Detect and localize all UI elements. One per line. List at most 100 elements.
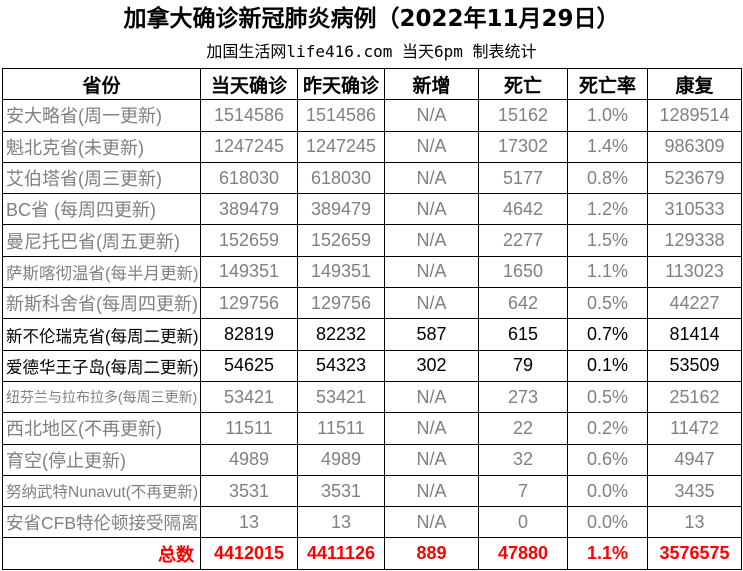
value-cell: 15162 bbox=[478, 99, 568, 132]
value-cell: N/A bbox=[384, 474, 479, 508]
value-cell: 22 bbox=[478, 412, 568, 445]
data-row: 爱德华王子岛(每周二更新) 54625 54323 302 79 0.1% 53509 bbox=[2, 349, 742, 382]
value-cell: N/A bbox=[384, 224, 479, 257]
value-cell: 129756 bbox=[200, 287, 298, 320]
value-cell: N/A bbox=[384, 506, 479, 539]
value-cell: 889 bbox=[384, 537, 479, 570]
value-cell: 54323 bbox=[297, 349, 385, 382]
value-cell: 1.2% bbox=[567, 193, 648, 226]
province-cell: 西北地区(不再更新) bbox=[2, 412, 201, 445]
province-cell: 安省CFB特伦顿接受隔离 bbox=[2, 506, 201, 539]
value-cell: 5177 bbox=[478, 161, 568, 195]
value-cell: 3576575 bbox=[647, 537, 742, 570]
column-header: 省份 bbox=[2, 67, 201, 101]
value-cell: 1247245 bbox=[200, 130, 298, 163]
value-cell: 11511 bbox=[200, 412, 298, 445]
value-cell: 79 bbox=[478, 349, 568, 382]
province-cell: 魁北克省(未更新) bbox=[2, 130, 201, 163]
value-cell: 7 bbox=[478, 474, 568, 508]
value-cell: 47880 bbox=[478, 537, 568, 570]
value-cell: 82819 bbox=[200, 318, 298, 351]
value-cell: 0.2% bbox=[567, 412, 648, 445]
data-row: 努纳武特Nunavut(不再更新) 3531 3531 N/A 7 0.0% 3435 bbox=[2, 474, 742, 508]
value-cell: N/A bbox=[384, 255, 479, 289]
value-cell: N/A bbox=[384, 412, 479, 445]
column-header: 死亡率 bbox=[567, 67, 648, 101]
data-row: 艾伯塔省(周三更新) 618030 618030 N/A 5177 0.8% 523679 bbox=[2, 161, 742, 195]
value-cell: 3531 bbox=[200, 474, 298, 508]
data-row: 育空(停止更新) 4989 4989 N/A 32 0.6% 4947 bbox=[2, 443, 742, 476]
value-cell: 1.1% bbox=[567, 537, 648, 570]
data-row: 纽芬兰与拉布拉多(每周三更新) 53421 53421 N/A 273 0.5% 25162 bbox=[2, 380, 742, 414]
value-cell: 113023 bbox=[647, 255, 742, 289]
value-cell: 81414 bbox=[647, 318, 742, 351]
value-cell: 0.8% bbox=[567, 161, 648, 195]
value-cell: 0.5% bbox=[567, 287, 648, 320]
value-cell: 0.7% bbox=[567, 318, 648, 351]
value-cell: 4412015 bbox=[200, 537, 298, 570]
value-cell: 54625 bbox=[200, 349, 298, 382]
value-cell: 273 bbox=[478, 380, 568, 414]
province-cell: 努纳武特Nunavut(不再更新) bbox=[2, 474, 201, 508]
value-cell: 53421 bbox=[200, 380, 298, 414]
province-cell: 纽芬兰与拉布拉多(每周三更新) bbox=[2, 380, 201, 414]
column-header: 康复 bbox=[647, 67, 742, 101]
value-cell: N/A bbox=[384, 161, 479, 195]
data-row: 新不伦瑞克省(每周二更新) 82819 82232 587 615 0.7% 81414 bbox=[2, 318, 742, 351]
value-cell: 0.1% bbox=[567, 349, 648, 382]
column-header: 死亡 bbox=[478, 67, 568, 101]
value-cell: 4989 bbox=[200, 443, 298, 476]
province-cell: 新不伦瑞克省(每周二更新) bbox=[2, 318, 201, 351]
value-cell: 3435 bbox=[647, 474, 742, 508]
value-cell: 0.0% bbox=[567, 506, 648, 539]
value-cell: 389479 bbox=[200, 193, 298, 226]
value-cell: 149351 bbox=[297, 255, 385, 289]
value-cell: 0.6% bbox=[567, 443, 648, 476]
value-cell: N/A bbox=[384, 193, 479, 226]
value-cell: 129756 bbox=[297, 287, 385, 320]
column-header: 昨天确诊 bbox=[297, 67, 385, 101]
value-cell: 3531 bbox=[297, 474, 385, 508]
province-cell: 安大略省(周一更新) bbox=[2, 99, 201, 132]
province-cell: 新斯科舍省(每周四更新) bbox=[2, 287, 201, 320]
title: 加拿大确诊新冠肺炎病例（2022年11月29日） bbox=[123, 6, 620, 32]
value-cell: 4642 bbox=[478, 193, 568, 226]
value-cell: N/A bbox=[384, 380, 479, 414]
value-cell: 13 bbox=[647, 506, 742, 539]
value-cell: 152659 bbox=[297, 224, 385, 257]
value-cell: 25162 bbox=[647, 380, 742, 414]
value-cell: 1289514 bbox=[647, 99, 742, 132]
value-cell: 618030 bbox=[297, 161, 385, 195]
value-cell: 302 bbox=[384, 349, 479, 382]
value-cell: 4411126 bbox=[297, 537, 385, 570]
value-cell: 0 bbox=[478, 506, 568, 539]
value-cell: 523679 bbox=[647, 161, 742, 195]
value-cell: 587 bbox=[384, 318, 479, 351]
value-cell: 310533 bbox=[647, 193, 742, 226]
column-header: 新增 bbox=[384, 67, 479, 101]
value-cell: 1650 bbox=[478, 255, 568, 289]
value-cell: 1.5% bbox=[567, 224, 648, 257]
data-row: 曼尼托巴省(周五更新) 152659 152659 N/A 2277 1.5% 129338 bbox=[2, 224, 742, 257]
value-cell: 152659 bbox=[200, 224, 298, 257]
value-cell: 17302 bbox=[478, 130, 568, 163]
value-cell: 82232 bbox=[297, 318, 385, 351]
value-cell: 53509 bbox=[647, 349, 742, 382]
value-cell: 1247245 bbox=[297, 130, 385, 163]
value-cell: 986309 bbox=[647, 130, 742, 163]
value-cell: 149351 bbox=[200, 255, 298, 289]
data-row: 西北地区(不再更新) 11511 11511 N/A 22 0.2% 11472 bbox=[2, 412, 742, 445]
value-cell: 53421 bbox=[297, 380, 385, 414]
value-cell: 615 bbox=[478, 318, 568, 351]
province-cell: 爱德华王子岛(每周二更新) bbox=[2, 349, 201, 382]
data-row: BC省 (每周四更新) 389479 389479 N/A 4642 1.2% 310533 bbox=[2, 193, 742, 226]
province-cell: 萨斯喀彻温省(每半月更新) bbox=[2, 255, 201, 289]
value-cell: 389479 bbox=[297, 193, 385, 226]
value-cell: N/A bbox=[384, 443, 479, 476]
value-cell: 13 bbox=[297, 506, 385, 539]
data-row: 新斯科舍省(每周四更新) 129756 129756 N/A 642 0.5% 44227 bbox=[2, 287, 742, 320]
value-cell: N/A bbox=[384, 130, 479, 163]
value-cell: N/A bbox=[384, 99, 479, 132]
value-cell: 11511 bbox=[297, 412, 385, 445]
value-cell: 1.4% bbox=[567, 130, 648, 163]
